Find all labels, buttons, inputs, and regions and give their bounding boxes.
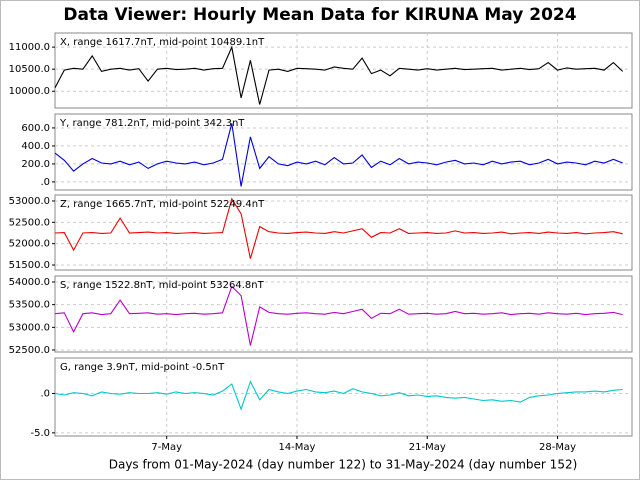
y-tick-label: 54000.0 [9,277,50,288]
panel-annotation: G, range 3.9nT, mid-point -0.5nT [60,362,225,373]
y-tick-label: 52500.0 [9,217,50,228]
y-tick-label: 52500.0 [9,345,50,356]
y-tick-label: 600.0 [21,123,50,134]
y-tick-label: 10000.0 [9,86,50,97]
y-tick-label: 53000.0 [9,322,50,333]
y-tick-label: -5.0 [30,428,50,439]
x-tick-label: 28-May [539,442,576,453]
y-tick-label: 200.0 [21,159,50,170]
data-line [54,123,623,187]
data-line [54,285,623,346]
data-line [54,197,623,259]
y-tick-label: 53500.0 [9,300,50,311]
panel [54,113,633,191]
panel [54,32,633,109]
data-line [54,380,623,411]
panel-annotation: S, range 1522.8nT, mid-point 53264.8nT [60,280,265,291]
y-tick-label: 53000.0 [9,196,50,207]
y-tick-label: 51500.0 [9,260,50,271]
panel-annotation: Z, range 1665.7nT, mid-point 52249.4nT [60,199,265,210]
y-tick-label: .0 [40,177,50,188]
x-axis-label: Days from 01-May-2024 (day number 122) t… [109,458,578,472]
y-tick-label: .0 [40,388,50,399]
y-tick-label: 400.0 [21,141,50,152]
panel [54,357,633,437]
x-tick-label: 21-May [409,442,446,453]
x-tick-label: 7-May [151,442,182,453]
y-tick-label: 10500.0 [9,64,50,75]
y-tick-label: 11000.0 [9,42,50,53]
x-tick-label: 14-May [278,442,315,453]
chart-title: Data Viewer: Hourly Mean Data for KIRUNA… [63,5,576,25]
panel-annotation: Y, range 781.2nT, mid-point 342.3nT [59,118,245,129]
panel-annotation: X, range 1617.7nT, mid-point 10489.1nT [60,37,265,48]
y-tick-label: 52000.0 [9,239,50,250]
data-line [54,45,624,105]
